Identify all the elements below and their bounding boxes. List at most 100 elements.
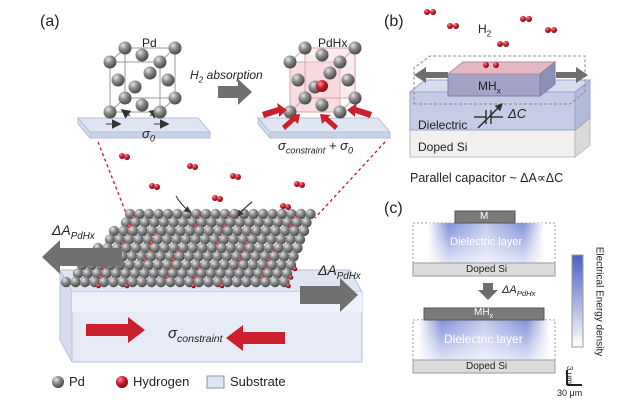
constraint-arrow-right [226,325,285,351]
hydrogen-atom [149,183,155,189]
pd-atom [247,259,259,271]
pd-atom [200,208,212,220]
pd-atom [133,234,144,245]
dielectric-layer-bottom-label: Dielectric layer [444,332,523,346]
bottom-mhx-electrode [423,307,545,321]
expanded-outline [413,55,586,105]
pd-atom [279,225,291,237]
expansion-arrow-right [300,278,358,312]
bottom-doped-si [412,359,556,374]
pd-atom [305,208,316,220]
hydrogen-atom [299,182,305,188]
pd-atom [200,259,211,271]
panel-b-tag: (b) [384,13,404,30]
pd-atom [159,242,170,254]
hydrogen-atom [545,27,551,33]
pd-atom [143,208,155,220]
pd-atom [135,98,149,112]
pd-atom [262,268,274,279]
pd-atom [135,48,149,62]
pd-atom [183,251,195,262]
mhx-expansion-arrow-right [556,67,588,83]
hydrogen-atom [219,283,225,289]
pd-atom [118,91,132,105]
pd-atom [162,208,174,220]
pd-atom [184,225,196,237]
pdhx-cell-label: PdHx [318,36,348,50]
constraint-arrows [262,103,372,130]
pd-atom [291,217,303,228]
pd-atom [161,234,173,245]
pd-atom [269,251,280,262]
pd-atom [177,268,188,279]
sigma0-label: σ0 [142,126,155,144]
hydrogen-atom [292,266,298,272]
pd-atom [315,98,329,112]
top-metal-electrode [454,210,516,224]
pd-atom [153,208,164,220]
panel-a-tag: (a) [40,13,60,30]
delta-c-label: ΔC [508,106,527,121]
pd-atom [219,259,230,271]
pd-atom [260,225,272,237]
pd-atom [248,208,259,220]
pd-atom [263,217,274,228]
pd-atom [333,55,347,69]
pd-atom [244,242,256,254]
pd-atom [171,259,183,271]
pd-atom [82,268,93,279]
pd-atom [228,259,240,271]
sigma-constraint-bottom-label: σconstraint [168,325,223,345]
pd-atom [228,234,239,245]
pd-atom [104,234,116,245]
hydrogen-atom [520,16,526,22]
delta-a-left-label: ΔAPdHx [52,222,95,242]
legend-hydrogen-icon [116,376,128,388]
pd-atom [139,268,150,279]
pd-cell-label: Pd [142,36,157,50]
pd-atom [139,217,151,228]
pd-atom [257,208,269,220]
pd-atom [180,234,192,245]
pd-atom [143,259,154,271]
pd-atom [272,217,284,228]
pd-atom [234,217,246,228]
hydrogen-atom [124,154,130,160]
pd-atom [222,225,234,237]
pd-atom [240,251,252,262]
pd-atom [137,225,148,237]
hydrogen-atom [551,27,557,33]
pd-atom [171,234,182,245]
pd-atom [209,259,221,271]
sigma0-arrow [120,109,132,119]
pd-atom [70,276,81,288]
pd-atom [243,268,255,279]
legend-substrate-icon [206,375,225,389]
pd-atom [126,251,138,262]
pd-atom [298,91,312,105]
pd-atom [194,225,205,237]
pd-atom [291,73,305,87]
pd-atom [98,276,110,288]
absorption-arrow [218,79,252,105]
panel-a [42,41,392,389]
pd-atom [348,91,362,105]
pd-atom [149,242,161,254]
pd-atom [153,55,167,69]
pd-atom [251,225,262,237]
legend-hydrogen-label: Hydrogen [133,374,190,389]
pd-atom [111,73,125,87]
pd-atom [181,259,192,271]
pd-atom [231,276,243,288]
pd-atom [152,259,164,271]
pd-atom [168,41,182,55]
mhx-label-b: MHx [478,79,501,96]
hydrogen-atom [453,23,459,29]
pd-atom [244,217,255,228]
pd-atom [143,66,157,80]
hydrogen-atom [316,80,328,92]
hydrogen-atom [447,23,453,29]
hydrogen-atom [230,173,236,179]
pd-atom [278,251,290,262]
